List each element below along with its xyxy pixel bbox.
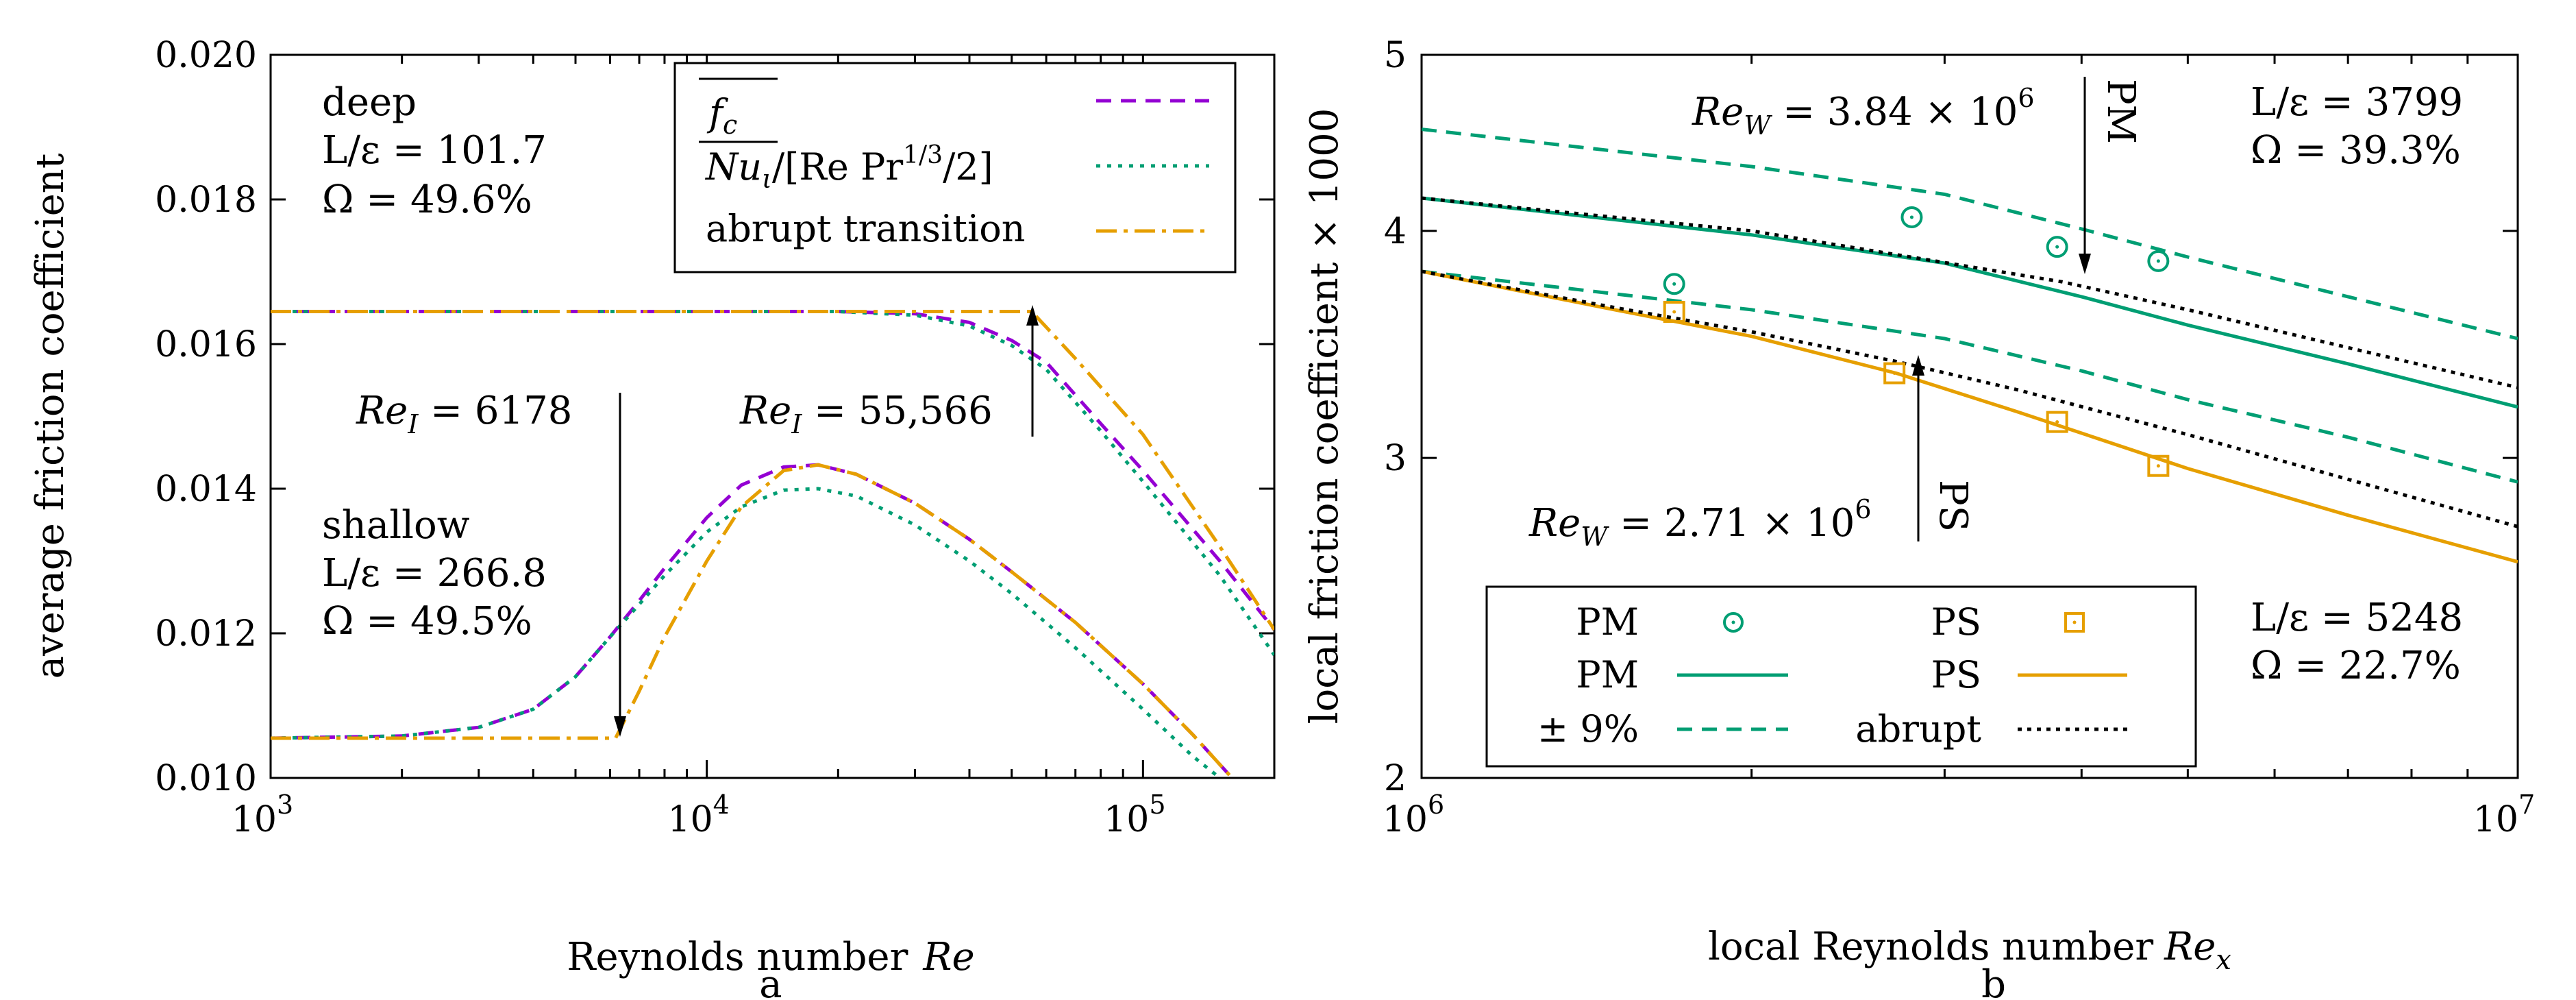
pm-data-point [2046, 236, 2068, 258]
series-line-a-5 [271, 463, 1234, 778]
deep-label: deep [322, 80, 417, 125]
y-tick-label-a: 0.018 [155, 180, 257, 221]
pm-data-point-center [1672, 282, 1676, 286]
series-line-b-3 [1422, 196, 2518, 389]
y-tick-label-a: 0.014 [155, 469, 257, 510]
legend-b: PM PS PM PS ± 9% abrupt [1485, 585, 2197, 768]
x-tick-label-a: 105 [1104, 790, 1165, 840]
arrow-re-55566-label: ReI = 55,566 [739, 389, 993, 439]
ps-omega: Ω = 22.7% [2251, 644, 2461, 688]
y-axis-label-a: average friction coefficient [28, 153, 73, 679]
series-group-b [1422, 127, 2518, 564]
arrow-ps-tag: PS [1931, 480, 1975, 532]
series-line-b-1 [1422, 127, 2518, 341]
series-line-b-4 [1422, 269, 2518, 564]
x-tick-label-a: 104 [667, 790, 729, 840]
series-line-b-2 [1422, 269, 2518, 484]
arrow-re-pm-label: ReW = 3.84 × 106 [1692, 83, 2035, 141]
panel-b: 2 3 4 5 106 107 local Reynolds number Rex loca… [1302, 35, 2535, 1000]
y-tick-label-a: 0.020 [155, 35, 257, 76]
legend-b-label-pm-line: PM [1576, 653, 1639, 696]
axis-ticks-b: 2 3 4 5 106 107 [1383, 35, 2535, 840]
ps-ratio: L/ε = 5248 [2251, 596, 2463, 640]
shallow-label: shallow [322, 503, 470, 548]
ps-data-point [1883, 362, 1906, 385]
svg-text:abrupt transition: abrupt transition [706, 207, 1026, 250]
series-line-b-0 [1422, 196, 2518, 409]
arrow-re-pm: ReW = 3.84 × 106 PM [1692, 77, 2143, 274]
y-tick-label-a: 0.016 [155, 324, 257, 365]
legend-a-entry-nu: Nuι/[Re Pr1/3/2] [704, 141, 1209, 194]
pm-data-point [2147, 249, 2170, 272]
pm-data-point-center [1909, 215, 1914, 219]
svg-text:fc: fc [706, 91, 737, 140]
y-tick-label-b: 5 [1384, 35, 1407, 76]
pm-data-point [1900, 206, 1923, 228]
ps-data-point-center [1892, 371, 1896, 376]
y-tick-label-b: 3 [1384, 438, 1407, 479]
series-line-b-5 [1422, 269, 2518, 528]
legend-b-square-marker [2064, 612, 2085, 633]
legend-b-circle-marker [1723, 612, 1744, 633]
x-tick-label-b: 106 [1383, 790, 1444, 840]
legend-b-label-band: ± 9% [1537, 707, 1639, 751]
pm-ratio: L/ε = 3799 [2251, 80, 2463, 125]
ps-data-point [1663, 301, 1685, 324]
arrow-pm-tag: PM [2098, 79, 2143, 144]
legend-b-label-ps-marker: PS [1931, 600, 1981, 644]
legend-a-entry-fc: fc [699, 77, 1209, 143]
ps-data-point-center [2055, 420, 2059, 424]
ps-data-point-center [1672, 310, 1676, 314]
y-axis-label-b: local friction coefficient × 1000 [1302, 108, 1347, 724]
legend-b-label-pm-marker: PM [1576, 600, 1639, 644]
ps-data-point-center [2156, 464, 2160, 468]
y-tick-label-a: 0.012 [155, 613, 257, 655]
legend-a: fc Nuι/[Re Pr1/3/2] abrupt transition [673, 62, 1237, 273]
series-line-a-4 [271, 487, 1222, 778]
x-tick-label-a: 103 [232, 790, 293, 840]
pm-data-point [1663, 273, 1685, 295]
arrow-re-ps-label: ReW = 2.71 × 106 [1528, 494, 1872, 552]
arrow-re-6178: ReI = 6178 [356, 389, 626, 737]
legend-b-label-ps-line: PS [1931, 653, 1981, 696]
axis-ticks-a: 0.010 0.012 0.014 0.016 0.018 0.020 103 104 105 [155, 35, 1276, 840]
ps-data-point [2046, 411, 2068, 433]
svg-text:Nuι/[Re Pr1/3/2]: Nuι/[Re Pr1/3/2] [704, 141, 993, 194]
series-line-a-0 [271, 310, 1274, 631]
series-line-a-2 [271, 310, 1274, 631]
series-line-a-1 [271, 310, 1274, 657]
shallow-omega: Ω = 49.5% [322, 599, 532, 644]
y-tick-label-b: 4 [1384, 211, 1407, 252]
x-axis-label-a: Reynolds number Re [567, 935, 974, 979]
legend-a-entry-abrupt: abrupt transition [706, 207, 1209, 250]
deep-ratio: L/ε = 101.7 [322, 128, 547, 173]
plot-frame-a [269, 53, 1276, 779]
ps-data-point [2147, 454, 2170, 477]
pm-omega: Ω = 39.3% [2251, 128, 2461, 173]
y-tick-label-a: 0.010 [155, 758, 257, 799]
x-axis-label-b: local Reynolds number Rex [1708, 925, 2231, 976]
y-tick-label-b: 2 [1384, 758, 1407, 799]
arrow-re-6178-label: ReI = 6178 [356, 389, 572, 439]
x-tick-label-b: 107 [2473, 790, 2535, 840]
arrow-re-55566: ReI = 55,566 [739, 305, 1039, 439]
shallow-ratio: L/ε = 266.8 [322, 551, 547, 596]
pm-data-point-center [2055, 245, 2059, 249]
subfigure-label-a: a [759, 962, 782, 1000]
plot-frame-b [1420, 53, 2519, 779]
legend-b-label-abrupt: abrupt [1855, 707, 1981, 751]
pm-data-point-center [2156, 259, 2160, 263]
series-group-a [271, 310, 1274, 778]
subfigure-label-b: b [1981, 962, 2006, 1000]
deep-omega: Ω = 49.6% [322, 178, 532, 222]
arrow-re-ps: ReW = 2.71 × 106 PS [1528, 355, 1975, 552]
